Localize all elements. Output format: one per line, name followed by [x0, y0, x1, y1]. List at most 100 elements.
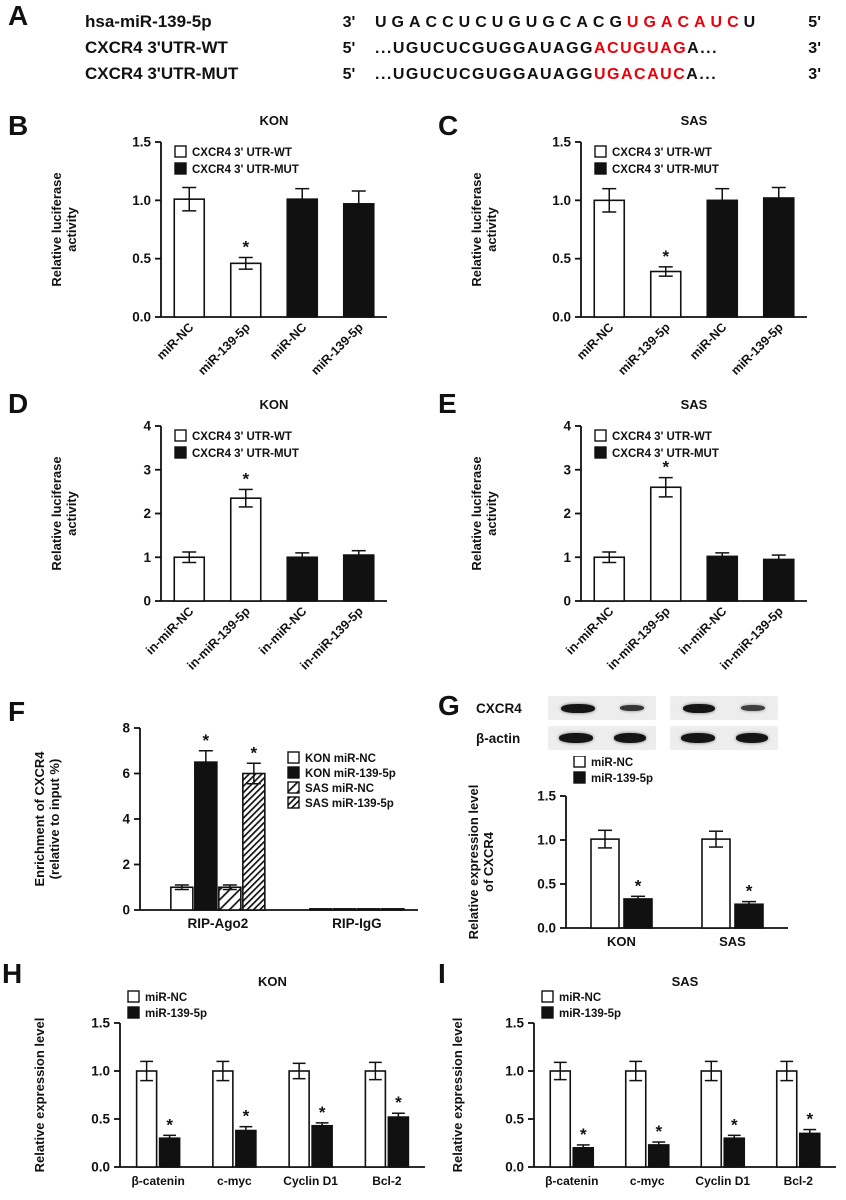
svg-text:KON: KON: [258, 975, 287, 989]
svg-text:miR-NC: miR-NC: [154, 320, 196, 362]
blot-protein-label: β-actin: [476, 730, 521, 746]
sequence-name: CXCR4 3'UTR-WT: [85, 38, 228, 57]
svg-text:0.5: 0.5: [552, 251, 571, 266]
svg-text:activity: activity: [484, 206, 499, 252]
blot-panel: CXCR4 β-actin: [476, 696, 792, 756]
seed-match: ACUGUAG: [594, 40, 688, 57]
svg-text:0.0: 0.0: [91, 1160, 110, 1175]
svg-text:miR-139-5p: miR-139-5p: [728, 320, 786, 378]
svg-text:miR-NC: miR-NC: [687, 320, 729, 362]
sequence-end-left: 5': [342, 66, 356, 83]
svg-text:1.0: 1.0: [552, 193, 571, 208]
svg-text:Relative expression level: Relative expression level: [466, 785, 481, 940]
seed-match: UGACAUC: [626, 14, 744, 31]
blot-band: [683, 703, 715, 713]
svg-text:0.0: 0.0: [505, 1160, 524, 1175]
sequence-pre: ...UGUCUCGUGGAUAGG: [375, 66, 594, 83]
svg-text:1.5: 1.5: [505, 1016, 524, 1031]
sequence-row-utr-mut: CXCR4 3'UTR-MUT 5' ...UGUCUCGUGGAUAGGUGA…: [85, 64, 821, 90]
blot-band: [558, 733, 593, 743]
svg-text:c-myc: c-myc: [217, 1174, 252, 1188]
svg-text:miR-NC: miR-NC: [559, 992, 601, 1004]
svg-text:Bcl-2: Bcl-2: [372, 1174, 402, 1188]
svg-text:*: *: [166, 1115, 173, 1134]
svg-text:activity: activity: [64, 490, 79, 536]
svg-text:1: 1: [563, 550, 571, 565]
svg-text:*: *: [395, 1093, 402, 1112]
svg-text:miR-139-5p: miR-139-5p: [145, 1008, 207, 1020]
panel-label-g: G: [438, 690, 460, 721]
sequence-pre: ...UGUCUCGUGGAUAGG: [375, 40, 594, 57]
svg-text:0: 0: [122, 903, 130, 918]
panel-label-h: H: [2, 958, 23, 989]
svg-text:miR-139-5p: miR-139-5p: [591, 773, 653, 785]
panel-label-b: B: [8, 110, 29, 141]
svg-text:*: *: [655, 1122, 662, 1141]
svg-text:*: *: [731, 1115, 738, 1134]
sequence-alignment-panel: hsa-miR-139-5p 3' UGACCUCUGUGCACGUGACAUC…: [85, 12, 821, 90]
svg-text:SAS: SAS: [672, 975, 699, 989]
svg-text:0.5: 0.5: [91, 1112, 110, 1127]
blot-band: [741, 705, 765, 711]
svg-text:miR-139-5p: miR-139-5p: [308, 320, 366, 378]
panel-label-e: E: [438, 388, 457, 419]
panel-label-i: I: [438, 958, 446, 989]
panel-label-f: F: [8, 696, 26, 727]
svg-text:SAS miR-NC: SAS miR-NC: [305, 783, 374, 795]
svg-text:0.0: 0.0: [132, 310, 151, 325]
chart-downstream-genes-sas: 0.0 0.5 1.0 1.5 Relative expression level SAS…: [446, 974, 844, 1197]
svg-text:0.0: 0.0: [537, 921, 556, 936]
svg-text:c-myc: c-myc: [630, 1174, 665, 1188]
svg-text:4: 4: [143, 419, 151, 434]
svg-text:0.5: 0.5: [132, 251, 151, 266]
svg-text:CXCR4 3' UTR-MUT: CXCR4 3' UTR-MUT: [192, 164, 299, 176]
blot-row: CXCR4: [476, 696, 792, 720]
svg-text:2: 2: [122, 857, 130, 872]
svg-text:CXCR4 3' UTR-WT: CXCR4 3' UTR-WT: [192, 147, 292, 159]
sequence-name: CXCR4 3'UTR-MUT: [85, 64, 239, 83]
svg-text:*: *: [806, 1110, 813, 1129]
panel-label-d: D: [8, 388, 29, 419]
sequence-end-right: 5': [808, 14, 821, 31]
svg-text:1: 1: [143, 550, 151, 565]
sequence-text: UGACCUCUGUGCACGUGACAUCU: [375, 14, 781, 32]
svg-text:4: 4: [563, 419, 571, 434]
svg-text:Relative expression level: Relative expression level: [32, 1018, 47, 1173]
blot-band: [613, 733, 646, 743]
svg-text:*: *: [635, 876, 642, 895]
svg-text:*: *: [662, 247, 669, 266]
svg-text:*: *: [242, 238, 249, 257]
svg-text:0: 0: [143, 594, 151, 609]
sequence-end-right: 3': [808, 66, 821, 83]
svg-text:miR-NC: miR-NC: [145, 992, 187, 1004]
svg-text:CXCR4 3' UTR-WT: CXCR4 3' UTR-WT: [192, 431, 292, 443]
svg-text:miR-139-5p: miR-139-5p: [615, 320, 673, 378]
chart-inhibitor-luciferase-kon: 0 1 2 3 4 Relative luciferase activity KON in-mi…: [45, 396, 423, 688]
blot-band: [680, 733, 715, 743]
svg-text:*: *: [243, 1107, 250, 1126]
sequence-post: A...: [687, 40, 719, 57]
sequence-post: A...: [686, 66, 718, 83]
chart-cxcr4-expression: 0.0 0.5 1.0 1.5 Relative expression level of …: [462, 755, 830, 958]
svg-text:β-catenin: β-catenin: [545, 1174, 598, 1188]
svg-text:1.0: 1.0: [537, 833, 556, 848]
svg-text:3: 3: [143, 462, 151, 477]
svg-text:miR-NC: miR-NC: [591, 757, 633, 769]
svg-text:β-catenin: β-catenin: [131, 1174, 184, 1188]
svg-text:KON miR-139-5p: KON miR-139-5p: [305, 768, 396, 780]
svg-text:Enrichment of CXCR4: Enrichment of CXCR4: [32, 751, 47, 887]
svg-text:8: 8: [122, 721, 130, 736]
svg-text:Cyclin D1: Cyclin D1: [283, 1174, 338, 1188]
blot-protein-label: CXCR4: [476, 700, 522, 716]
svg-text:activity: activity: [484, 490, 499, 536]
svg-text:2: 2: [563, 506, 571, 521]
sequence-end-left: 5': [342, 40, 356, 57]
svg-text:*: *: [662, 458, 669, 477]
svg-text:KON: KON: [607, 934, 636, 949]
svg-text:activity: activity: [64, 206, 79, 252]
svg-text:SAS miR-139-5p: SAS miR-139-5p: [305, 798, 394, 810]
panel-label-a: A: [8, 0, 29, 31]
svg-text:miR-139-5p: miR-139-5p: [559, 1008, 621, 1020]
svg-text:in-miR-NC: in-miR-NC: [676, 604, 729, 657]
svg-text:1.0: 1.0: [91, 1064, 110, 1079]
